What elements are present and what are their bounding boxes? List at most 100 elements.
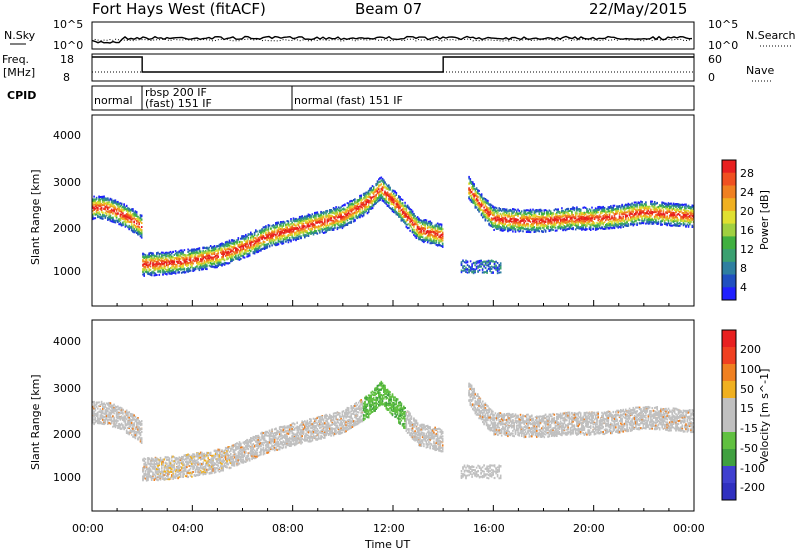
power-cell (280, 241, 282, 244)
power-cell (176, 260, 178, 263)
power-cell (360, 211, 362, 214)
power-cell (119, 215, 122, 218)
power-cell (378, 188, 380, 191)
power-cell (529, 220, 532, 223)
power-cell (103, 197, 105, 199)
power-cell (354, 198, 356, 201)
power-cell (105, 214, 108, 217)
power-cell (94, 217, 97, 220)
power-cell (120, 204, 123, 207)
power-cell (139, 235, 142, 238)
power-cell (401, 198, 404, 201)
power-cell (157, 270, 159, 273)
power-cell (246, 246, 248, 249)
power-cell (140, 226, 143, 228)
power-cell (321, 224, 324, 227)
power-cell (320, 212, 322, 215)
power-cell (257, 243, 260, 246)
power-cell (222, 243, 224, 246)
power-cell (145, 269, 148, 272)
power-cell (255, 242, 257, 245)
power-cell (168, 270, 171, 273)
power-cell (133, 223, 135, 226)
power-cell (317, 221, 320, 224)
power-cell (230, 258, 232, 261)
power-cell (250, 236, 252, 239)
power-cell (342, 211, 345, 214)
power-cell (369, 193, 371, 196)
power-cell (105, 205, 108, 208)
power-cell (168, 268, 171, 271)
power-cell (275, 223, 277, 226)
power-cell (204, 262, 207, 265)
power-cell (354, 219, 356, 222)
power-cell (283, 234, 286, 237)
power-cell (187, 262, 189, 265)
power-cell (243, 235, 246, 238)
power-cell (271, 229, 273, 232)
power-cell (112, 220, 114, 223)
power-cell (169, 255, 172, 257)
power-cell (179, 263, 182, 266)
power-cell (159, 265, 162, 268)
power-cell (242, 235, 245, 238)
power-cell (202, 262, 204, 265)
power-cell (166, 253, 168, 256)
power-cell (218, 245, 221, 248)
power-cell (97, 215, 99, 218)
power-cell (258, 229, 261, 232)
power-cell (359, 213, 361, 216)
power-cell (173, 259, 176, 261)
power-cell (201, 264, 203, 267)
power-cell (253, 251, 256, 254)
power-cell (470, 195, 473, 198)
power-cell (302, 220, 305, 223)
power-cell (320, 225, 322, 228)
power-cell (347, 212, 350, 215)
power-cell (300, 222, 302, 225)
power-cell (277, 243, 280, 246)
power-cell (105, 203, 108, 206)
power-cell (123, 208, 125, 211)
power-cell (349, 207, 351, 210)
power-cell (286, 235, 288, 238)
power-cell (147, 256, 149, 259)
power-cell (94, 207, 97, 210)
power-cell (524, 211, 527, 214)
power-cell (124, 223, 127, 226)
power-cell (179, 267, 182, 270)
power-cell (186, 269, 188, 272)
power-cell (275, 236, 277, 239)
nsky-panel: N.Sky 10^5 10^0 10^5 10^0 N.Search (4, 18, 796, 52)
power-cell (285, 240, 287, 243)
power-cell (154, 260, 157, 263)
power-cell (148, 264, 150, 267)
power-cell (110, 203, 113, 206)
power-cell (149, 252, 152, 255)
power-cell (183, 249, 186, 252)
power-cell (267, 230, 270, 232)
power-cell (242, 252, 245, 255)
power-cell (352, 203, 355, 206)
power-cell (108, 213, 110, 216)
power-cell (248, 252, 251, 255)
power-cell (251, 247, 253, 250)
power-cell (300, 235, 302, 238)
power-cell (240, 245, 242, 248)
power-cell (216, 264, 218, 267)
power-cell (143, 257, 145, 259)
power-cell (381, 189, 384, 192)
power-cell (209, 259, 212, 262)
power-cell (513, 210, 515, 213)
power-cell (110, 202, 113, 205)
power-cell (232, 254, 235, 257)
power-cell (94, 213, 97, 216)
power-cell (268, 240, 271, 243)
power-cell (290, 223, 292, 225)
power-cell (287, 223, 290, 226)
power-cell (349, 213, 351, 216)
power-cell (150, 257, 153, 259)
power-cell (314, 214, 316, 217)
power-cell (228, 253, 231, 256)
power-cell (127, 210, 129, 213)
